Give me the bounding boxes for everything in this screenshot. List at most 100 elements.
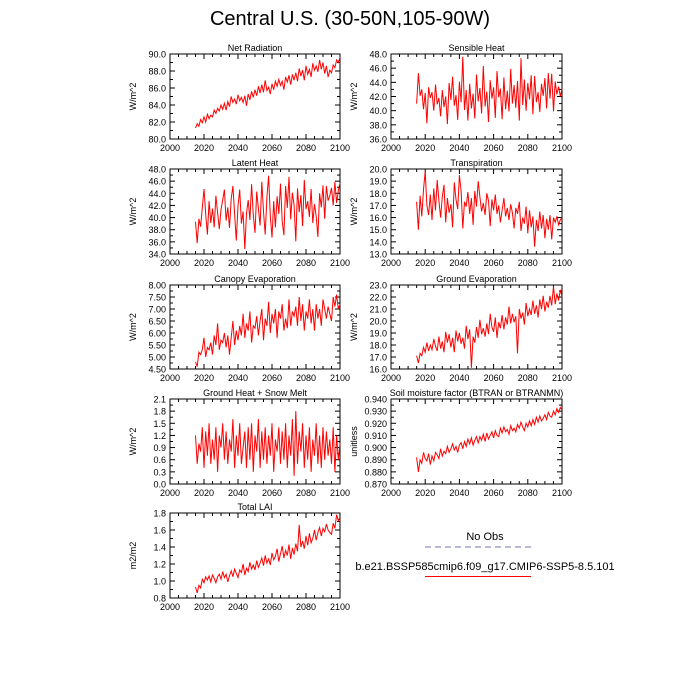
y-tick-label: 5.50 [148,341,166,351]
legend-obs-line [425,546,531,548]
y-tick-label: 36.0 [148,237,166,247]
y-tick-label: 90.0 [148,50,166,60]
chart-panel-3: 34.0 36.0 38.0 40.0 42.0 44.0 46.0 48.0 2000 2020… [128,158,350,268]
y-tick-label: 0.8 [153,594,166,604]
x-tick-label: 2040 [449,143,469,153]
y-tick-label: 19.0 [369,177,387,187]
x-tick-label: 2080 [518,143,538,153]
x-tick-label: 2000 [160,143,180,153]
y-tick-label: 0.890 [364,455,387,465]
chart-panel-4: 13.0 14.0 15.0 16.0 17.0 18.0 19.0 20.0 2000 2020… [349,158,572,268]
y-axis-label: W/m^2 [349,83,359,111]
y-tick-label: 40.0 [369,106,387,116]
y-tick-label: 0.900 [364,443,387,453]
y-tick-label: 46.0 [148,177,166,187]
data-series-line [416,56,563,125]
x-tick-label: 2060 [262,143,282,153]
y-tick-label: 48.0 [369,50,387,60]
y-tick-label: 34.0 [148,250,166,260]
x-tick-label: 2100 [552,488,572,498]
x-tick-label: 2040 [449,488,469,498]
panel-title: Total LAI [237,502,272,512]
x-tick-label: 2060 [484,488,504,498]
y-tick-label: 0.6 [153,455,166,465]
x-tick-label: 2040 [449,373,469,383]
x-tick-label: 2020 [415,143,435,153]
data-series-line [195,57,341,129]
y-tick-label: 22.0 [369,293,387,303]
x-tick-label: 2020 [194,258,214,268]
chart-panel-7: 0.0 0.3 0.6 0.9 1.2 1.5 1.8 2.1 2000 2020 2040 2060… [128,388,350,498]
x-tick-label: 2100 [330,488,350,498]
x-tick-label: 2080 [296,373,316,383]
y-tick-label: 16.0 [369,365,387,375]
y-tick-label: 0.3 [153,467,166,477]
x-tick-label: 2020 [194,143,214,153]
y-axis-label: W/m^2 [128,313,138,341]
y-tick-label: 7.50 [148,293,166,303]
y-tick-label: 18.0 [369,189,387,199]
y-axis-label: W/m^2 [349,313,359,341]
y-tick-label: 1.2 [153,431,166,441]
plot-frame [169,168,341,255]
y-tick-label: 4.50 [148,365,166,375]
page-title: Central U.S. (30-50N,105-90W) [209,8,491,30]
y-tick-label: 23.0 [369,281,387,291]
plot-frame [169,53,341,140]
x-tick-label: 2080 [518,488,538,498]
y-tick-label: 1.8 [153,509,166,519]
y-tick-label: 44.0 [369,78,387,88]
x-tick-label: 2000 [381,373,401,383]
y-tick-label: 44.0 [148,189,166,199]
y-tick-label: 0.870 [364,480,387,490]
y-tick-label: 0.910 [364,431,387,441]
y-tick-label: 86.0 [148,84,166,94]
x-tick-label: 2040 [228,143,248,153]
x-tick-label: 2080 [518,373,538,383]
panel-title: Ground Heat + Snow Melt [203,388,307,398]
panel-title: Sensible Heat [448,43,505,53]
y-tick-label: 18.0 [369,341,387,351]
panel-title: Net Radiation [228,43,283,53]
x-tick-label: 2060 [484,373,504,383]
y-tick-label: 1.8 [153,407,166,417]
x-tick-label: 2000 [160,373,180,383]
panel-title: Ground Evaporation [436,274,517,284]
legend-obs-label: No Obs [466,531,504,543]
chart-panel-5: 4.50 5.00 5.50 6.00 6.50 7.00 7.50 8.00 2000 2020… [128,274,350,383]
x-tick-label: 2020 [415,373,435,383]
x-tick-label: 2040 [449,258,469,268]
data-series-line [416,406,563,472]
data-series-line [416,286,563,368]
plot-frame [390,398,563,485]
y-tick-label: 15.0 [369,225,387,235]
y-tick-label: 6.00 [148,329,166,339]
plot-frame [390,168,563,255]
x-tick-label: 2000 [160,258,180,268]
x-tick-label: 2000 [160,602,180,612]
x-tick-label: 2100 [330,143,350,153]
plot-frame [169,512,341,599]
x-tick-label: 2060 [262,258,282,268]
y-tick-label: 40.0 [148,213,166,223]
y-axis-label: W/m^2 [349,198,359,226]
data-series-line [195,514,341,594]
y-tick-label: 0.0 [153,480,166,490]
x-tick-label: 2040 [228,602,248,612]
x-tick-label: 2100 [330,258,350,268]
x-tick-label: 2000 [160,488,180,498]
panel-title: Transpiration [450,158,502,168]
legend-obs-entry: No Obs [350,530,620,560]
y-tick-label: 8.00 [148,281,166,291]
y-tick-label: 48.0 [148,165,166,175]
y-tick-label: 42.0 [148,201,166,211]
y-axis-label: W/m^2 [128,198,138,226]
data-series-line [416,171,563,247]
x-tick-label: 2020 [415,488,435,498]
y-tick-label: 80.0 [148,135,166,145]
legend: No Obs b.e21.BSSP585cmip6.f09_g17.CMIP6-… [350,530,620,590]
x-tick-label: 2080 [296,143,316,153]
y-tick-label: 19.0 [369,329,387,339]
x-tick-label: 2060 [484,258,504,268]
y-tick-label: 1.5 [153,419,166,429]
